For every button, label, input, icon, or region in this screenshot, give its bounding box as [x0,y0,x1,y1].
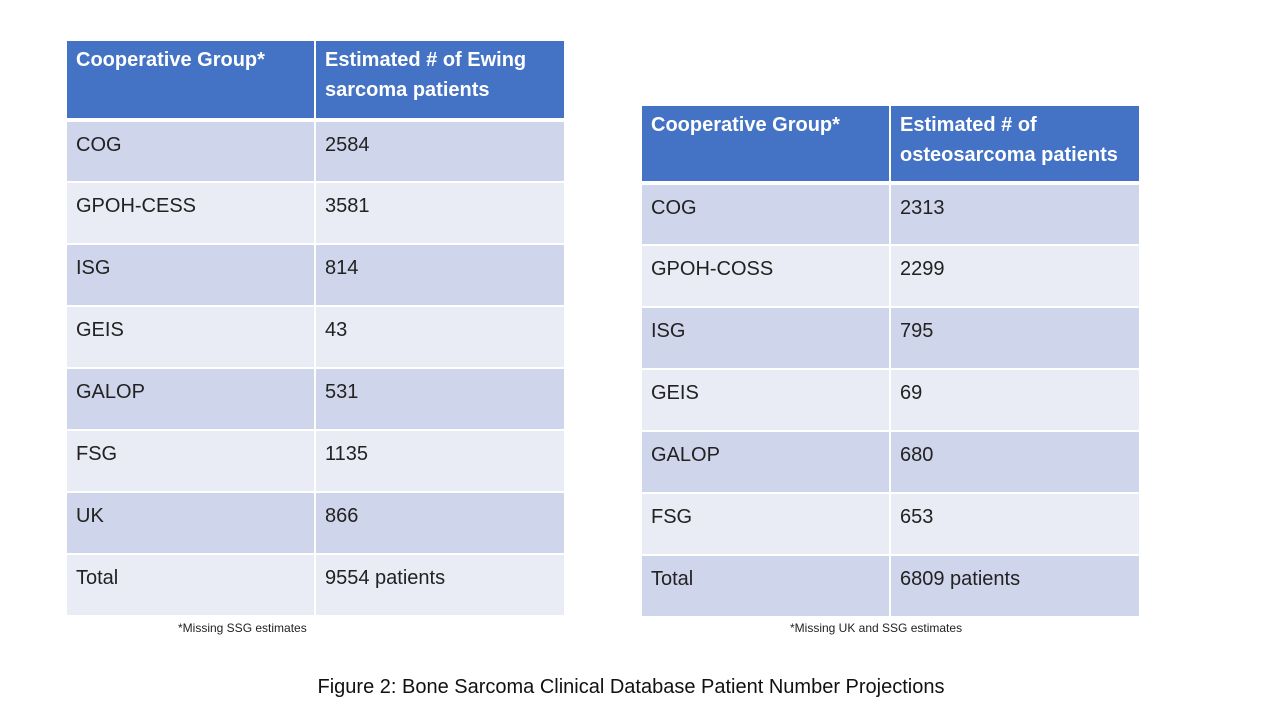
column-header-cooperative-group: Cooperative Group* [65,39,316,122]
patients-cell: 653 [889,492,1141,556]
group-cell: GPOH-COSS [640,244,891,308]
patients-cell: 9554 patients [314,553,566,617]
table-row: COG 2584 [65,119,566,183]
group-cell: Total [65,553,316,617]
group-cell: GALOP [640,430,891,494]
group-cell: GEIS [640,368,891,432]
table-row: FSG 1135 [65,429,566,493]
osteosarcoma-table: Cooperative Group* Estimated # of osteos… [640,104,1141,618]
patients-cell: 531 [314,367,566,431]
group-cell: GEIS [65,305,316,369]
group-cell: ISG [640,306,891,370]
table-row: GPOH-COSS 2299 [640,244,1141,308]
table-row: GEIS 43 [65,305,566,369]
table-header-row: Cooperative Group* Estimated # of Ewing … [65,39,566,122]
group-cell: GPOH-CESS [65,181,316,245]
table-row: GEIS 69 [640,368,1141,432]
figure-caption: Figure 2: Bone Sarcoma Clinical Database… [317,676,945,698]
table-header-row: Cooperative Group* Estimated # of osteos… [640,104,1141,185]
group-cell: FSG [640,492,891,556]
patients-cell: 795 [889,306,1141,370]
group-cell: GALOP [65,367,316,431]
patients-cell: 866 [314,491,566,555]
group-cell: ISG [65,243,316,307]
group-cell: UK [65,491,316,555]
table-row: ISG 795 [640,306,1141,370]
table-row: FSG 653 [640,492,1141,556]
group-cell: COG [640,182,891,246]
patients-cell: 2313 [889,182,1141,246]
table-row: UK 866 [65,491,566,555]
table-row-total: Total 9554 patients [65,553,566,617]
patients-cell: 680 [889,430,1141,494]
ewing-table-footnote: *Missing SSG estimates [178,621,307,635]
ewing-sarcoma-table: Cooperative Group* Estimated # of Ewing … [65,39,566,617]
group-cell: Total [640,554,891,618]
column-header-estimated-patients: Estimated # of osteosarcoma patients [889,104,1141,185]
group-cell: COG [65,119,316,183]
patients-cell: 6809 patients [889,554,1141,618]
patients-cell: 2584 [314,119,566,183]
table-row: ISG 814 [65,243,566,307]
group-cell: FSG [65,429,316,493]
table-row: GALOP 680 [640,430,1141,494]
patients-cell: 2299 [889,244,1141,308]
column-header-estimated-patients: Estimated # of Ewing sarcoma patients [314,39,566,122]
column-header-cooperative-group: Cooperative Group* [640,104,891,185]
table-row: COG 2313 [640,182,1141,246]
patients-cell: 814 [314,243,566,307]
patients-cell: 43 [314,305,566,369]
table-row: GALOP 531 [65,367,566,431]
patients-cell: 1135 [314,429,566,493]
osteosarcoma-table-footnote: *Missing UK and SSG estimates [790,621,963,635]
patients-cell: 3581 [314,181,566,245]
table-row: GPOH-CESS 3581 [65,181,566,245]
patients-cell: 69 [889,368,1141,432]
table-row-total: Total 6809 patients [640,554,1141,618]
